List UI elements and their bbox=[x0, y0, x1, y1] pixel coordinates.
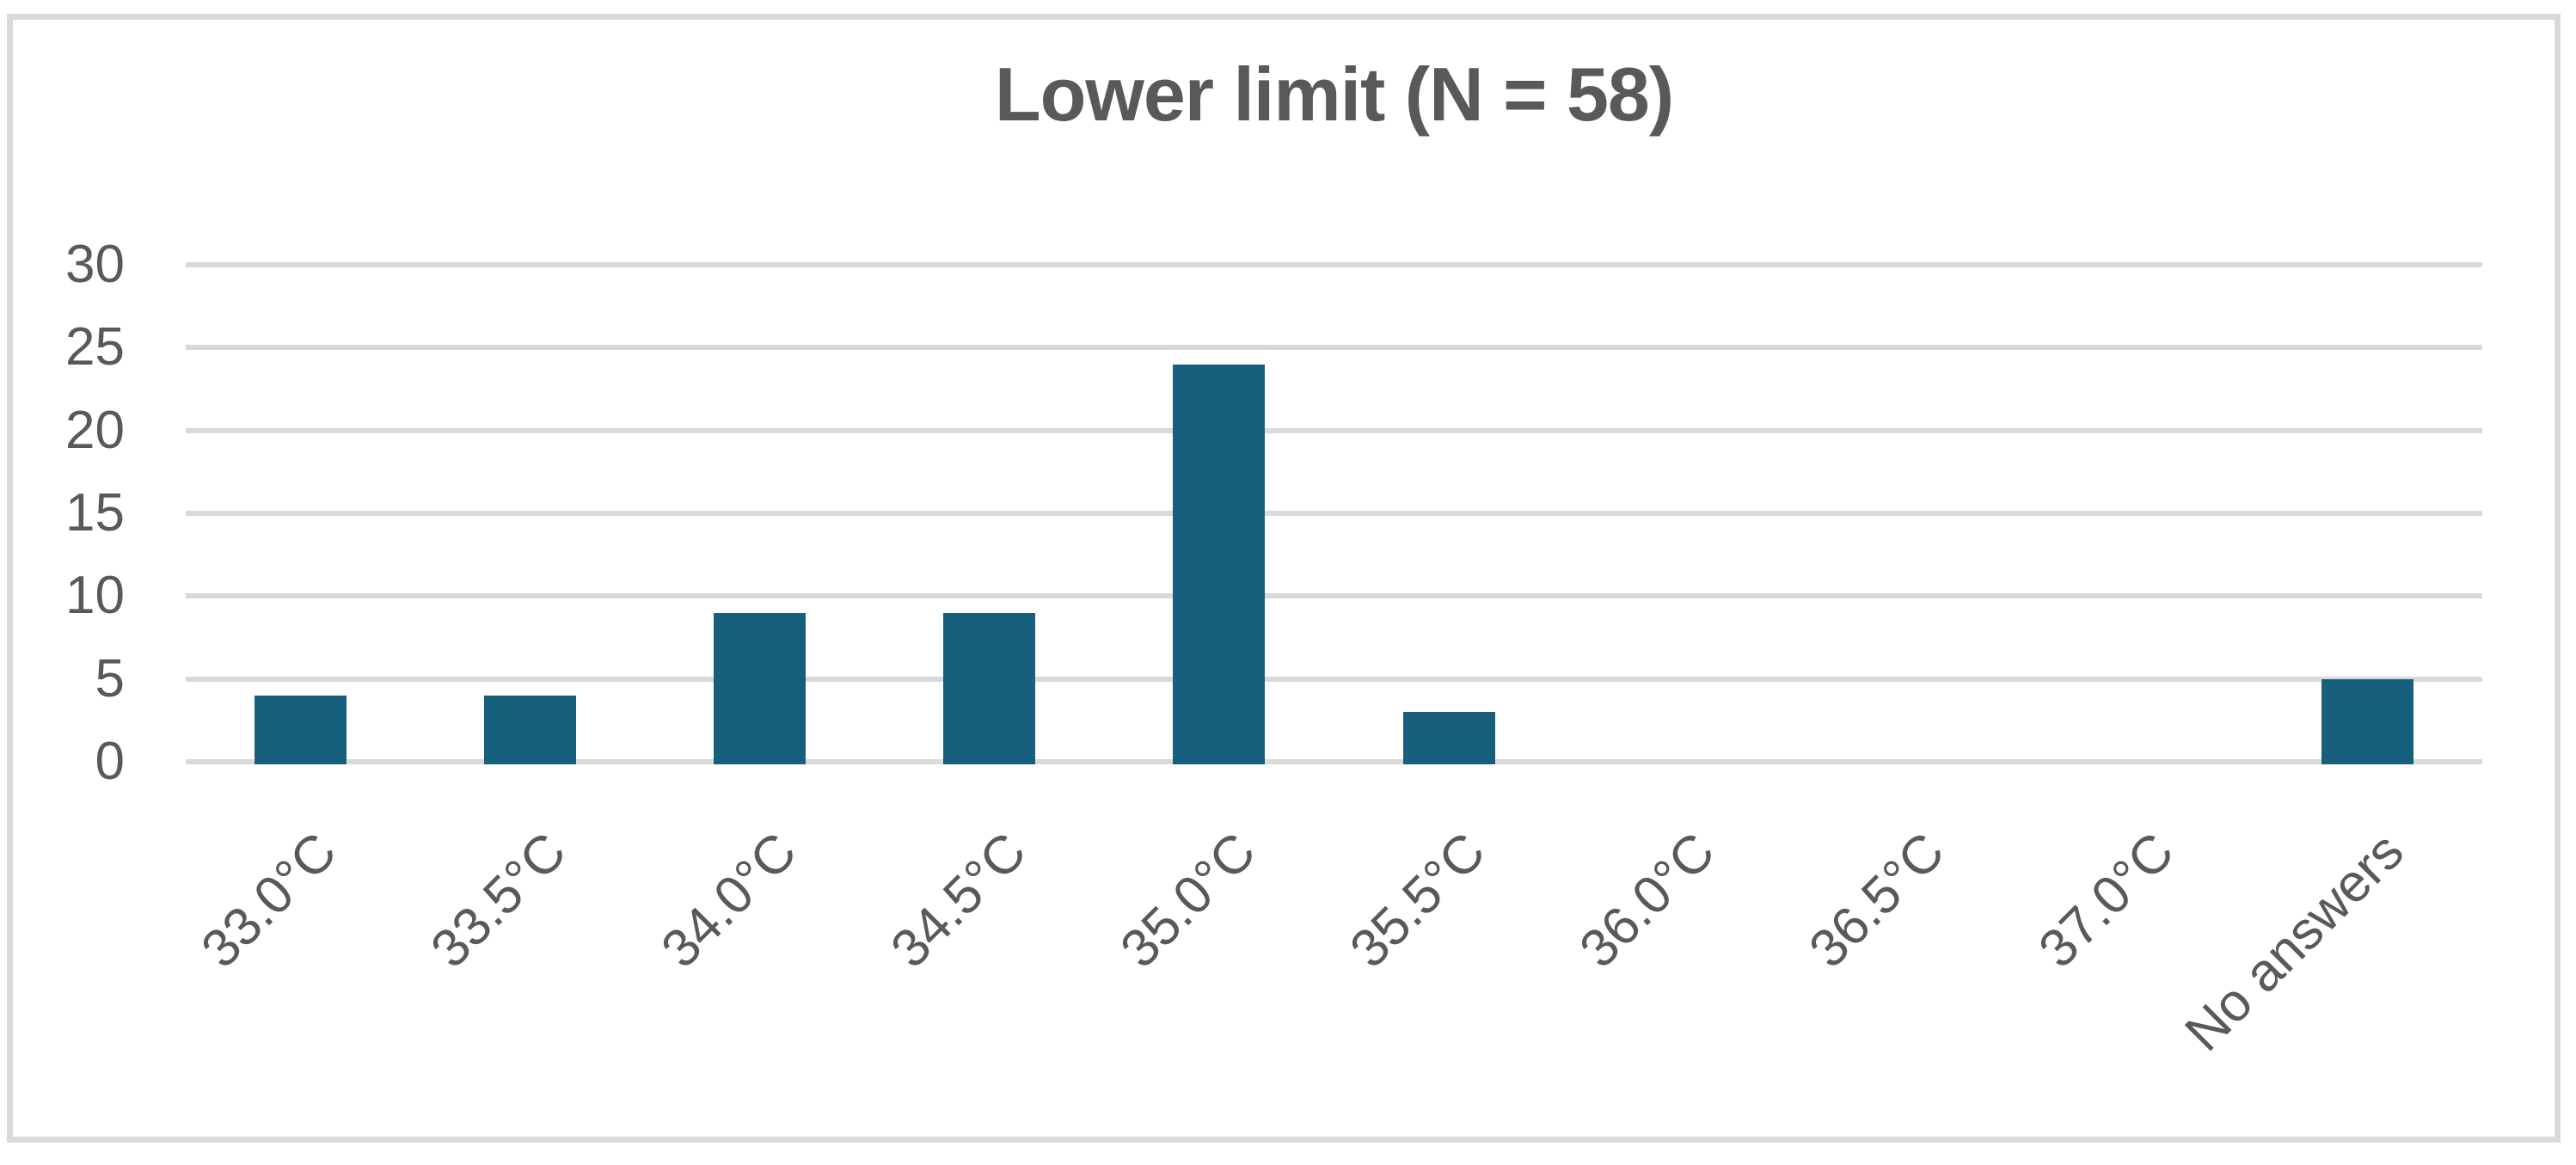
gridline-y-30 bbox=[186, 262, 2482, 267]
bar-No answers bbox=[2321, 678, 2413, 764]
bar-35.0°C bbox=[1173, 364, 1266, 764]
y-tick-label: 0 bbox=[95, 732, 125, 791]
chart-frame-border bbox=[7, 14, 2561, 1143]
gridline-y-20 bbox=[186, 427, 2482, 433]
y-tick-label: 30 bbox=[65, 235, 125, 294]
bar-35.5°C bbox=[1402, 712, 1495, 764]
gridline-y-25 bbox=[186, 345, 2482, 351]
y-tick-label: 20 bbox=[65, 400, 125, 460]
gridline-y-10 bbox=[186, 593, 2482, 599]
gridline-y-5 bbox=[186, 676, 2482, 682]
bar-33.0°C bbox=[255, 695, 347, 764]
y-tick-label: 5 bbox=[95, 648, 125, 708]
gridline-y-15 bbox=[186, 511, 2482, 516]
bar-34.5°C bbox=[943, 612, 1036, 764]
bar-34.0°C bbox=[714, 612, 807, 764]
y-tick-label: 25 bbox=[65, 317, 125, 377]
bar-33.5°C bbox=[484, 695, 577, 764]
gridline-y-0 bbox=[186, 759, 2482, 764]
y-tick-label: 10 bbox=[65, 566, 125, 626]
y-tick-label: 15 bbox=[65, 483, 125, 543]
chart-title: Lower limit (N = 58) bbox=[994, 52, 1674, 137]
